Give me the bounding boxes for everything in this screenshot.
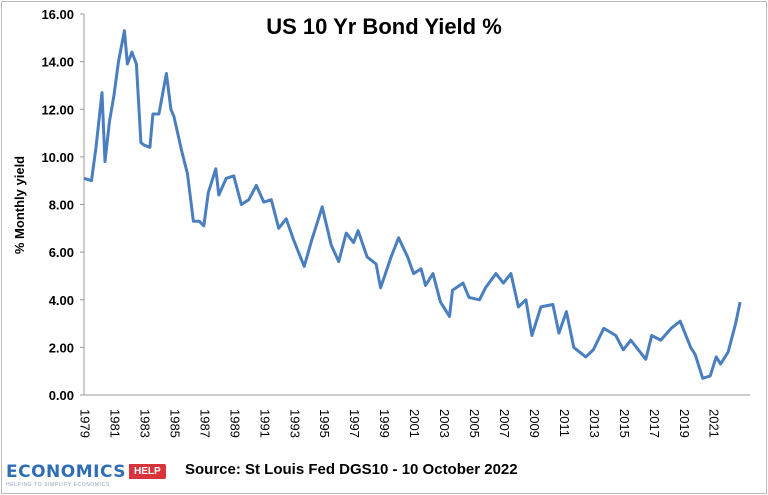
logo-main: ECONOMICS	[6, 462, 126, 482]
x-tick-label: 1987	[197, 409, 212, 438]
x-tick-label: 1997	[347, 409, 362, 438]
y-tick-label: 0.00	[49, 388, 74, 403]
y-tick-label: 2.00	[49, 340, 74, 355]
y-tick-label: 4.00	[49, 293, 74, 308]
x-tick-label: 2001	[407, 409, 422, 438]
chart-title: US 10 Yr Bond Yield %	[266, 14, 502, 39]
y-axis-label: % Monthly yield	[12, 156, 27, 254]
x-tick-label: 2005	[467, 409, 482, 438]
y-tick-label: 12.00	[41, 102, 74, 117]
x-tick-label: 2017	[647, 409, 662, 438]
x-tick-label: 2003	[437, 409, 452, 438]
x-tick-label: 2015	[617, 409, 632, 438]
y-tick-label: 6.00	[49, 245, 74, 260]
x-tick-label: 1995	[317, 409, 332, 438]
x-tick-label: 1999	[377, 409, 392, 438]
x-tick-label: 1979	[78, 409, 93, 438]
logo-tag: HELP	[129, 464, 166, 479]
source-note: Source: St Louis Fed DGS10 - 10 October …	[185, 461, 518, 478]
y-tick-label: 16.00	[41, 7, 74, 22]
x-tick-label: 2013	[587, 409, 602, 438]
y-tick-label: 14.00	[41, 55, 74, 70]
logo-sub: HELPING TO SIMPLIFY ECONOMICS	[6, 482, 110, 488]
x-tick-label: 1983	[137, 409, 152, 438]
x-tick-label: 2019	[677, 409, 692, 438]
y-tick-label: 10.00	[41, 150, 74, 165]
y-tick-label: 8.00	[49, 198, 74, 213]
x-tick-label: 1985	[167, 409, 182, 438]
x-tick-label: 1981	[108, 409, 123, 438]
economics-help-logo: ECONOMICS HELP HELPING TO SIMPLIFY ECONOM…	[6, 462, 166, 488]
x-tick-label: 2011	[557, 409, 572, 437]
x-tick-label: 1993	[287, 409, 302, 438]
x-tick-label: 1991	[257, 409, 272, 438]
x-tick-label: 1989	[227, 409, 242, 438]
yield-line	[83, 29, 742, 380]
x-tick-label: 2007	[497, 409, 512, 438]
x-tick-label: 2009	[527, 409, 542, 438]
x-tick-label: 2021	[707, 409, 722, 438]
